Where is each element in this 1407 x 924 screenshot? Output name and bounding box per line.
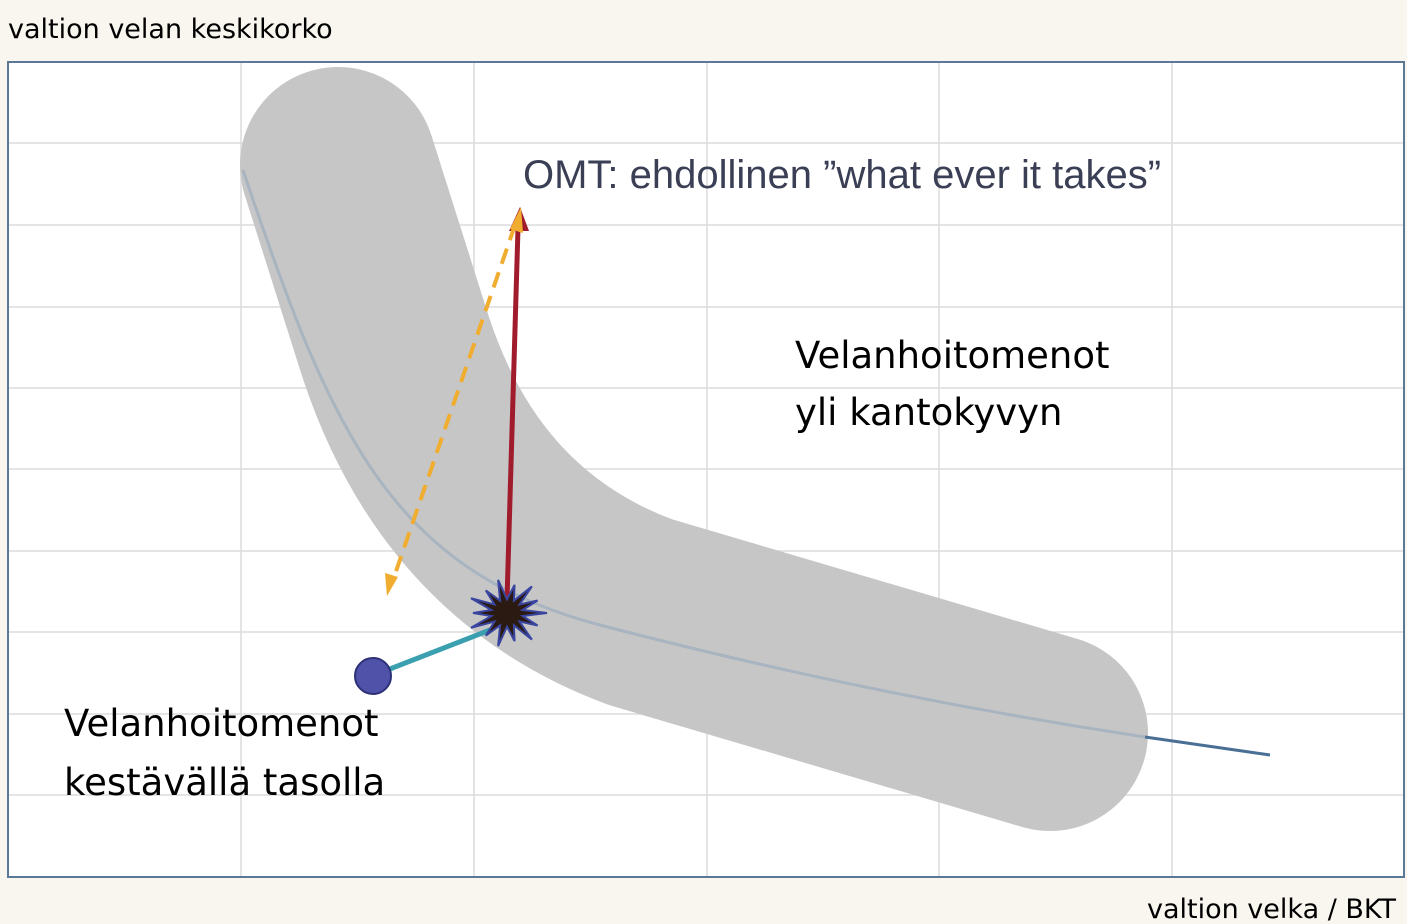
annotation: Velanhoitomenot [795,334,1110,377]
x-axis-label: valtion velka / BKT [1147,894,1397,924]
start-point [354,657,392,695]
annotation: Velanhoitomenot [64,702,379,745]
risk-band [240,67,1148,831]
annotation: yli kantokyvyn [795,391,1063,434]
curve [241,169,1146,739]
arrow-head [385,573,398,596]
shock [470,579,548,647]
annotation: kestävällä tasolla [64,761,385,804]
omt-arrow [504,227,521,601]
connector [371,627,491,679]
y-axis-label: valtion velan keskikorko [8,14,333,45]
dashed-arrow [391,224,517,581]
curve-tail [1144,735,1271,757]
arrow-head [510,207,523,233]
omt-label: OMT: ehdollinen ”what ever it takes” [523,153,1161,197]
